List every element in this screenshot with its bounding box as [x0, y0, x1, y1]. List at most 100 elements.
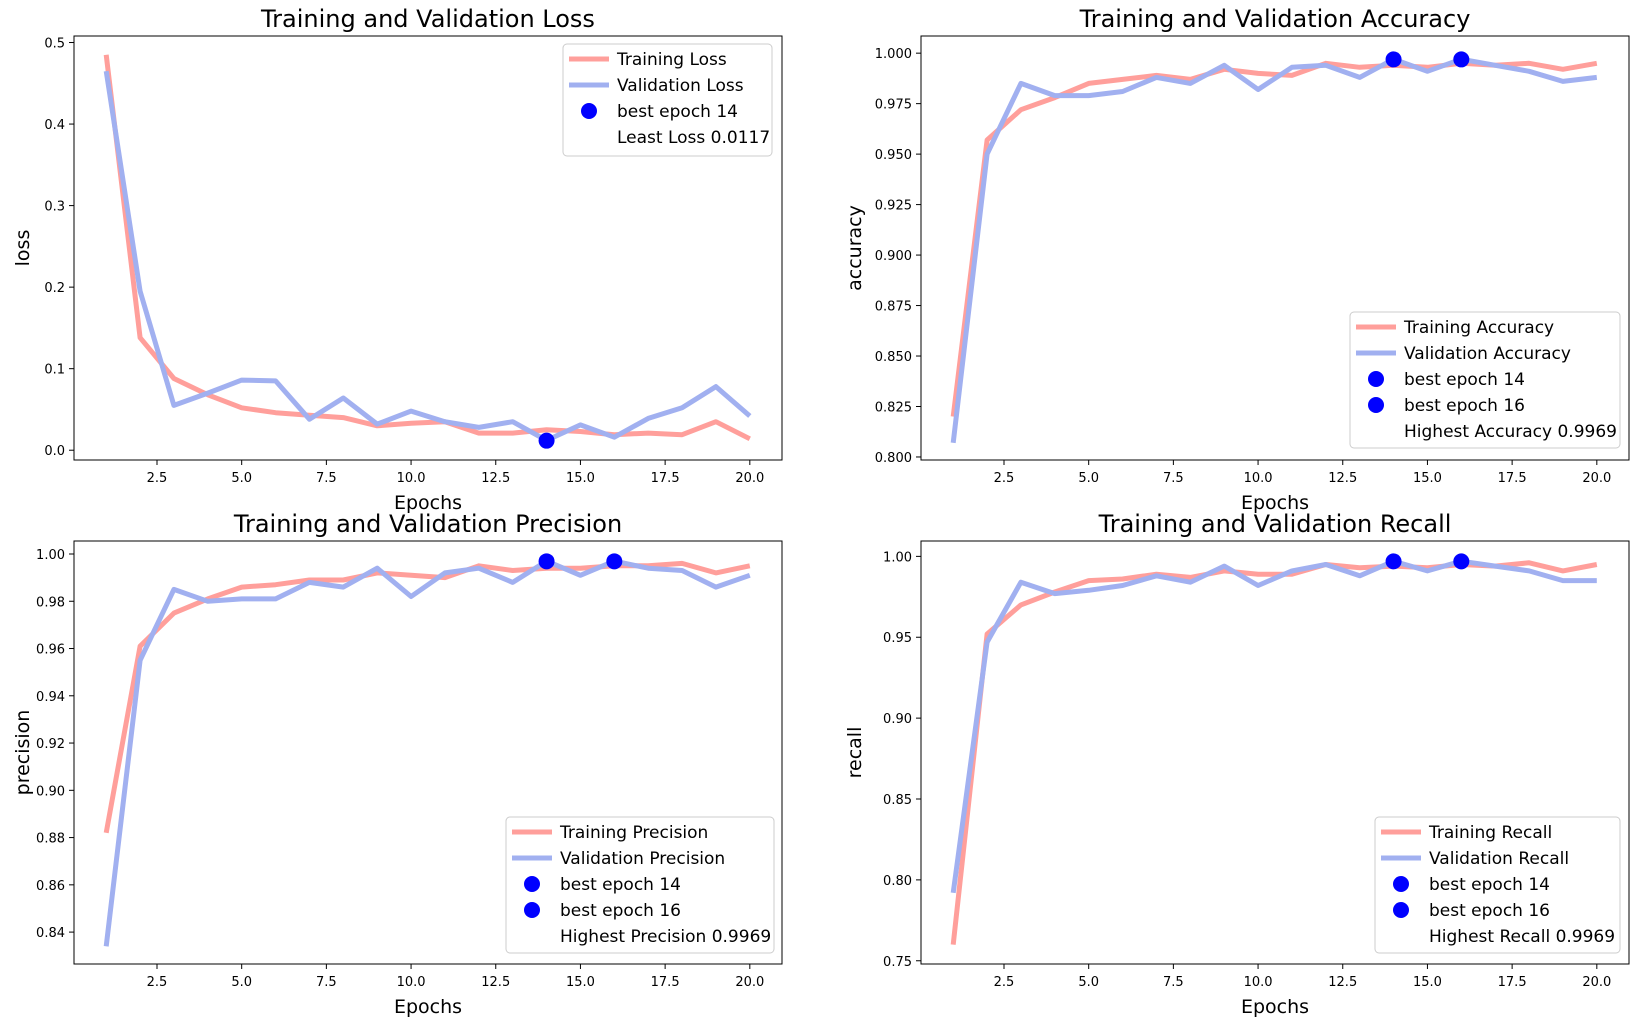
y-tick-label: 0.88 — [36, 832, 65, 847]
y-tick-label: 0.90 — [36, 784, 65, 799]
best-epoch-marker-14 — [1385, 51, 1402, 68]
legend-swatch-marker — [524, 876, 540, 892]
best-epoch-marker-14 — [1385, 553, 1402, 570]
y-tick-label: 0.975 — [875, 98, 912, 113]
y-tick-label: 0.84 — [36, 926, 65, 941]
y-tick-label: 1.00 — [883, 550, 912, 565]
x-tick-label: 20.0 — [735, 471, 764, 486]
x-axis-label: Epochs — [394, 996, 462, 1018]
x-tick-label: 12.5 — [1328, 975, 1357, 990]
y-tick-label: 0.1 — [44, 363, 65, 378]
legend-entry: best epoch 14 — [560, 875, 681, 895]
x-tick-label: 12.5 — [481, 471, 510, 486]
y-axis-label: precision — [12, 710, 34, 796]
legend-entry: best epoch 14 — [617, 102, 738, 122]
y-tick-label: 0.85 — [883, 793, 912, 808]
x-tick-label: 15.0 — [1413, 975, 1442, 990]
legend: Training Recall Validation Recall best epo… — [1374, 816, 1621, 954]
y-tick-label: 0.3 — [44, 200, 65, 215]
chart-title: Training and Validation Precision — [233, 510, 622, 538]
axes-frame — [73, 540, 783, 965]
y-tick-label: 0.96 — [36, 643, 65, 658]
legend-entry: Validation Recall — [1429, 849, 1569, 869]
x-tick-label: 17.5 — [651, 471, 680, 486]
legend-entry: Validation Accuracy — [1404, 344, 1571, 364]
chart-title: Training and Validation Accuracy — [1079, 5, 1471, 33]
chart-panel-4: 2.5 5.0 7.5 10.0 12.5 15.0 17.5 20.0 0.75 0.80 0.8… — [844, 510, 1630, 1018]
x-tick-label: 15.0 — [566, 471, 595, 486]
chart-title: Training and Validation Recall — [1098, 510, 1452, 538]
legend-swatch-marker — [1368, 371, 1384, 387]
legend-entry: Training Precision — [559, 823, 708, 843]
legend-box — [1349, 311, 1621, 449]
x-tick-label: 12.5 — [481, 975, 510, 990]
legend-entry: Highest Precision 0.9969 — [560, 927, 771, 947]
legend-swatch-marker — [1393, 902, 1409, 918]
y-tick-label: 0.900 — [875, 249, 912, 264]
y-tick-label: 0.800 — [875, 451, 912, 466]
y-tick-label: 0.850 — [875, 350, 912, 365]
y-tick-label: 0.4 — [44, 118, 65, 133]
legend-entry: Training Accuracy — [1403, 318, 1554, 338]
x-tick-label: 5.0 — [1078, 975, 1099, 990]
legend-entry: Validation Precision — [560, 849, 725, 869]
x-tick-label: 10.0 — [397, 471, 426, 486]
x-tick-label: 20.0 — [735, 975, 764, 990]
x-tick-label: 7.5 — [316, 975, 337, 990]
best-epoch-marker-16 — [1453, 553, 1470, 570]
legend-entry: Highest Recall 0.9969 — [1429, 927, 1615, 947]
legend-box — [562, 43, 773, 157]
x-tick-label: 15.0 — [1413, 471, 1442, 486]
best-epoch-marker-14 — [538, 432, 555, 449]
chart-panel-1: 2.5 5.0 7.5 10.0 12.5 15.0 17.5 20.0 0.0 0.1 0.2 0.… — [12, 5, 783, 514]
legend-entry: best epoch 16 — [1429, 901, 1550, 921]
x-tick-label: 2.5 — [994, 471, 1015, 486]
series-line-validation — [103, 558, 751, 947]
y-tick-label: 0.825 — [875, 400, 912, 415]
x-tick-label: 20.0 — [1582, 471, 1611, 486]
legend-swatch-marker — [581, 103, 597, 119]
legend-box — [1374, 816, 1621, 954]
legend-entry: Training Loss — [616, 50, 727, 70]
x-axis-label: Epochs — [394, 492, 462, 514]
series-line-validation — [103, 70, 752, 443]
y-tick-label: 0.95 — [883, 631, 912, 646]
x-tick-label: 17.5 — [1498, 471, 1527, 486]
legend-entry: Highest Accuracy 0.9969 — [1404, 422, 1617, 442]
legend-entry: best epoch 16 — [560, 901, 681, 921]
legend-entry: best epoch 14 — [1429, 875, 1550, 895]
y-tick-label: 0.5 — [44, 37, 65, 52]
y-tick-label: 1.000 — [875, 47, 912, 62]
x-tick-label: 5.0 — [1078, 471, 1099, 486]
x-tick-label: 7.5 — [316, 471, 337, 486]
y-tick-label: 0.94 — [36, 690, 65, 705]
y-tick-label: 0.875 — [875, 300, 912, 315]
y-tick-label: 0.92 — [36, 737, 65, 752]
axes-frame — [920, 35, 1630, 461]
axes-frame — [920, 540, 1630, 965]
x-tick-label: 2.5 — [147, 975, 168, 990]
y-tick-label: 0.2 — [44, 281, 65, 296]
legend-swatch-marker — [1368, 397, 1384, 413]
x-tick-label: 5.0 — [231, 471, 252, 486]
x-axis-label: Epochs — [1241, 996, 1309, 1018]
chart-panel-2: 2.5 5.0 7.5 10.0 12.5 15.0 17.5 20.0 0.800 0.825 0… — [844, 5, 1630, 514]
x-tick-label: 20.0 — [1582, 975, 1611, 990]
series-line-validation — [950, 558, 1597, 894]
y-tick-label: 0.80 — [883, 874, 912, 889]
y-axis-label: recall — [844, 727, 866, 779]
x-tick-label: 10.0 — [1244, 975, 1273, 990]
legend-box — [505, 816, 775, 954]
legend: Training Precision Validation Precision be… — [505, 816, 775, 954]
best-epoch-marker-14 — [538, 553, 555, 570]
x-tick-label: 15.0 — [566, 975, 595, 990]
y-tick-label: 0.86 — [36, 879, 65, 894]
legend-swatch-marker — [524, 902, 540, 918]
series-line-validation — [950, 56, 1598, 444]
x-tick-label: 17.5 — [1498, 975, 1527, 990]
chart-title: Training and Validation Loss — [260, 5, 595, 33]
x-tick-label: 12.5 — [1328, 471, 1357, 486]
x-tick-label: 2.5 — [147, 471, 168, 486]
x-tick-label: 7.5 — [1163, 975, 1184, 990]
